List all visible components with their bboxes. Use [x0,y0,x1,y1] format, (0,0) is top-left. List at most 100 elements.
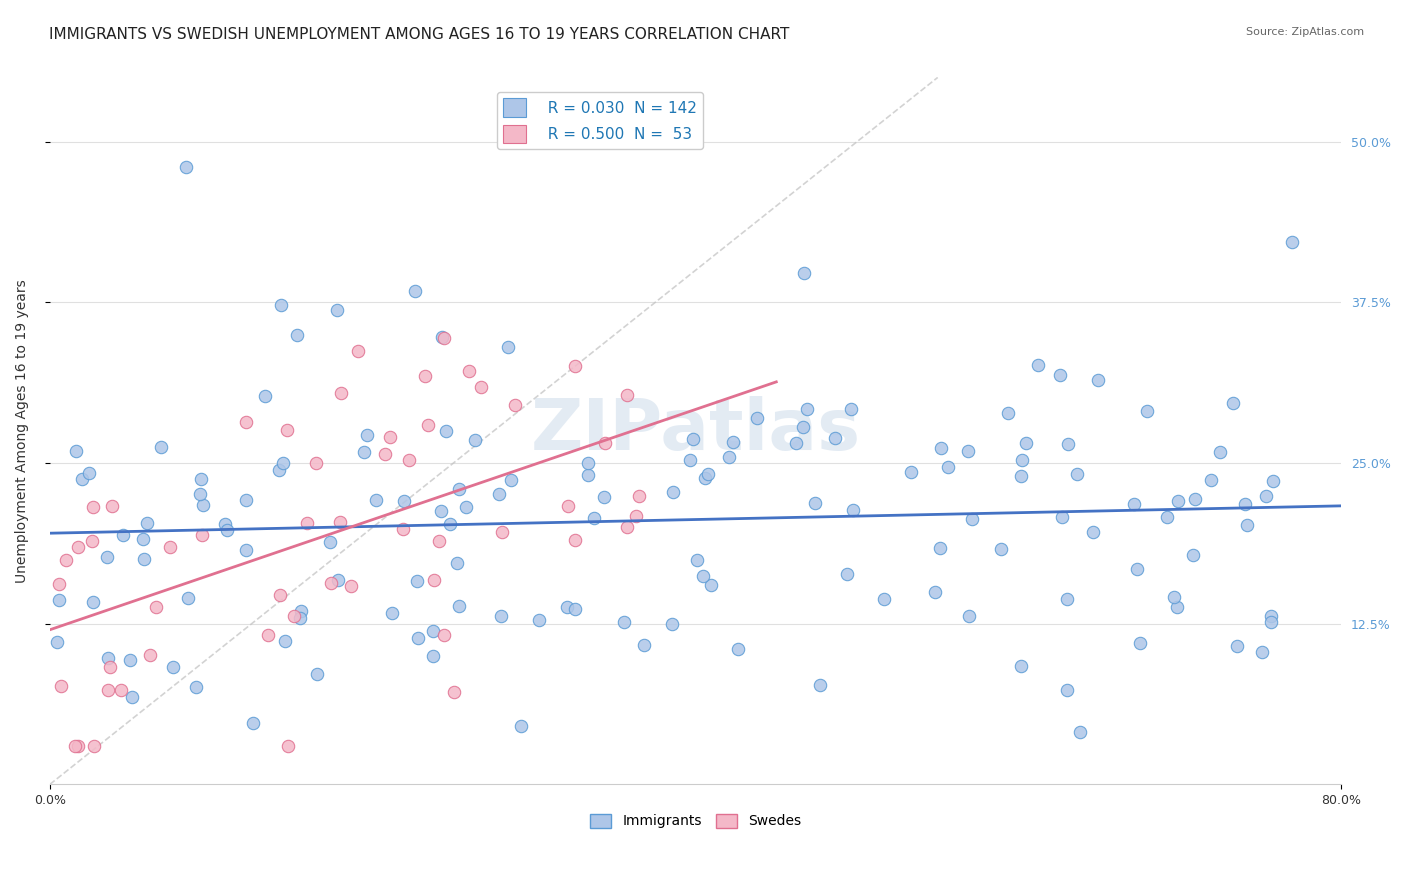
Point [118,653,141,667]
Point [270,298,292,312]
Point [274,634,297,648]
Point [582,510,605,524]
Point [413,368,436,383]
Point [257,628,280,642]
Point [957,608,980,623]
Point [449,599,471,614]
Point [297,516,319,530]
Point [290,604,312,618]
Point [235,415,257,429]
Point [593,436,616,450]
Point [727,642,749,657]
Point [1056,682,1078,697]
Point [931,441,953,455]
Point [329,385,352,400]
Point [111,528,134,542]
Point [326,302,349,317]
Point [564,533,586,548]
Text: IMMIGRANTS VS SWEDISH UNEMPLOYMENT AMONG AGES 16 TO 19 YEARS CORRELATION CHART: IMMIGRANTS VS SWEDISH UNEMPLOYMENT AMONG… [49,27,790,42]
Point [1050,510,1073,524]
Point [364,492,387,507]
Point [873,591,896,606]
Point [405,574,427,588]
Point [439,517,461,532]
Point [132,532,155,546]
Point [66,541,89,555]
Point [593,490,616,504]
Point [283,608,305,623]
Point [557,499,579,513]
Point [1222,396,1244,410]
Point [457,364,479,378]
Point [1011,453,1033,467]
Point [496,340,519,354]
Point [1066,467,1088,482]
Point [433,628,456,642]
Point [1166,600,1188,615]
Point [340,579,363,593]
Point [990,541,1012,556]
Point [82,533,104,548]
Legend: Immigrants, Swedes: Immigrants, Swedes [585,808,806,834]
Point [429,533,451,548]
Point [214,516,236,531]
Point [576,468,599,483]
Point [721,434,744,449]
Point [1010,659,1032,673]
Point [404,285,426,299]
Point [839,402,862,417]
Point [956,444,979,458]
Point [1281,235,1303,250]
Point [1069,725,1091,739]
Point [936,460,959,475]
Point [1236,518,1258,533]
Point [693,471,716,485]
Point [1199,473,1222,487]
Point [1250,645,1272,659]
Point [633,638,655,652]
Point [1056,592,1078,607]
Point [997,406,1019,420]
Point [432,330,454,344]
Point [1049,368,1071,382]
Point [661,616,683,631]
Point [1129,636,1152,650]
Point [373,447,395,461]
Point [1136,404,1159,418]
Point [1254,489,1277,503]
Point [65,443,87,458]
Text: Source: ZipAtlas.com: Source: ZipAtlas.com [1246,27,1364,37]
Point [924,585,946,599]
Point [132,551,155,566]
Text: ZIPatlas: ZIPatlas [530,396,860,466]
Point [63,739,86,753]
Point [347,344,370,359]
Point [162,660,184,674]
Point [456,500,478,514]
Point [841,503,863,517]
Point [1167,493,1189,508]
Point [353,444,375,458]
Point [1260,608,1282,623]
Point [319,575,342,590]
Point [82,500,104,515]
Point [682,433,704,447]
Point [1083,524,1105,539]
Point [449,483,471,497]
Point [83,739,105,753]
Point [1156,510,1178,524]
Point [184,680,207,694]
Point [616,388,638,402]
Point [1181,549,1204,563]
Point [1087,372,1109,386]
Point [1184,491,1206,506]
Point [55,552,77,566]
Point [235,543,257,558]
Point [529,613,551,627]
Point [555,600,578,615]
Point [434,424,457,438]
Point [326,573,349,587]
Point [564,602,586,616]
Point [276,423,298,437]
Point [503,398,526,412]
